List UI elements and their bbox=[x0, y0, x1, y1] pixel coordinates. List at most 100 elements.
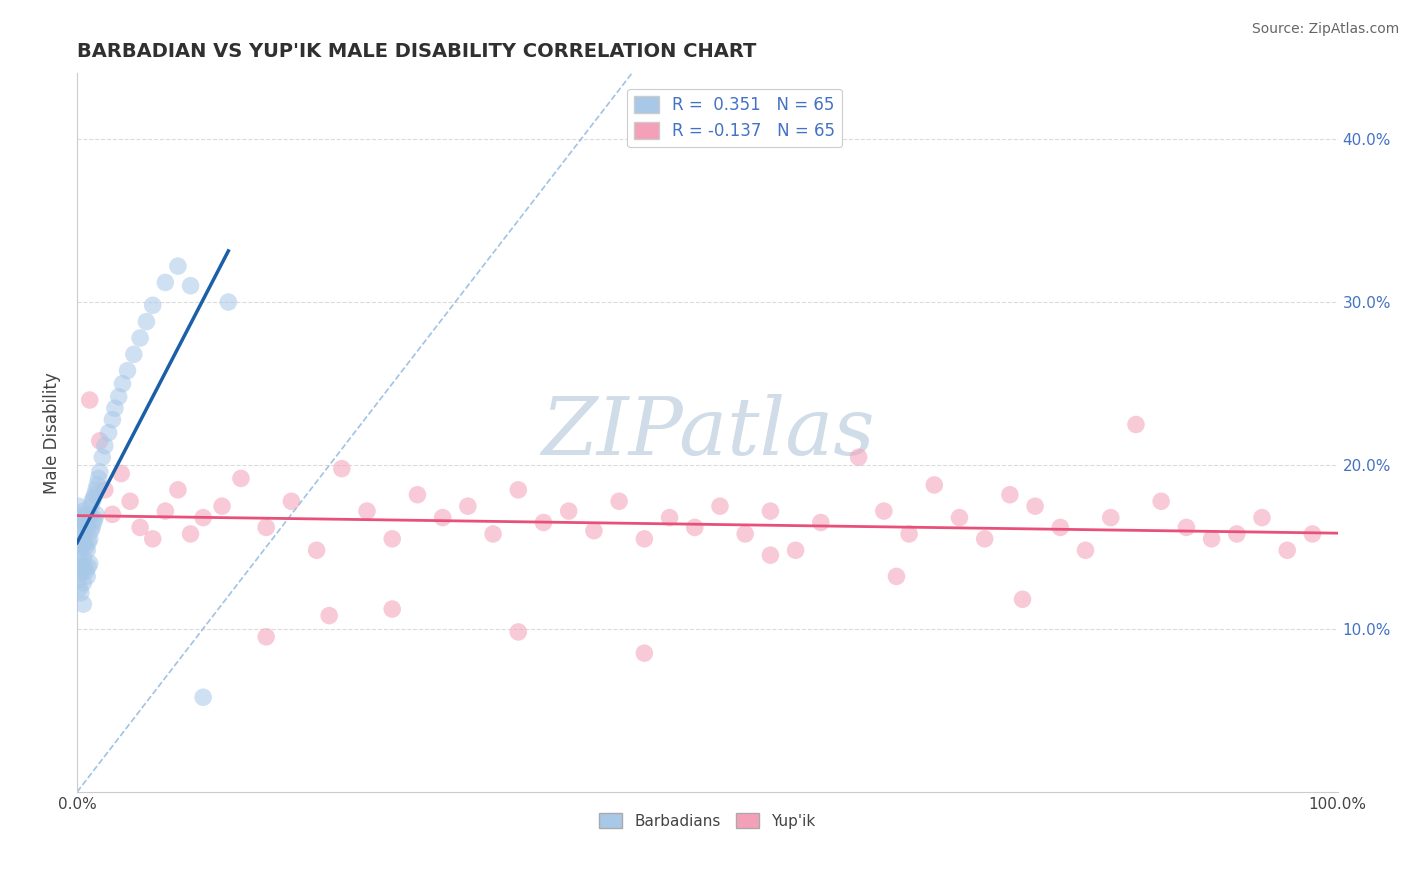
Point bbox=[229, 471, 252, 485]
Point bbox=[83, 488, 105, 502]
Point bbox=[557, 504, 579, 518]
Point bbox=[101, 412, 124, 426]
Point bbox=[973, 532, 995, 546]
Point bbox=[129, 331, 152, 345]
Point bbox=[80, 524, 103, 538]
Point bbox=[1201, 532, 1223, 546]
Point bbox=[75, 516, 97, 530]
Point bbox=[82, 520, 104, 534]
Point bbox=[72, 504, 94, 518]
Point bbox=[69, 508, 91, 522]
Point bbox=[254, 630, 277, 644]
Point bbox=[129, 520, 152, 534]
Point bbox=[155, 276, 177, 290]
Text: ZIPatlas: ZIPatlas bbox=[541, 394, 875, 472]
Point bbox=[155, 504, 177, 518]
Point bbox=[1011, 592, 1033, 607]
Point bbox=[82, 494, 104, 508]
Point bbox=[135, 315, 157, 329]
Point bbox=[1226, 527, 1249, 541]
Point bbox=[142, 298, 165, 312]
Point bbox=[432, 510, 454, 524]
Point bbox=[70, 565, 93, 579]
Point bbox=[69, 532, 91, 546]
Point bbox=[318, 608, 340, 623]
Point bbox=[73, 510, 96, 524]
Point bbox=[381, 602, 404, 616]
Point bbox=[118, 494, 141, 508]
Point bbox=[1074, 543, 1097, 558]
Point bbox=[633, 532, 655, 546]
Point bbox=[77, 510, 100, 524]
Point bbox=[70, 537, 93, 551]
Point bbox=[67, 499, 90, 513]
Point bbox=[785, 543, 807, 558]
Point bbox=[1251, 510, 1274, 524]
Point bbox=[191, 510, 214, 524]
Point bbox=[67, 524, 90, 538]
Point bbox=[759, 548, 782, 562]
Text: BARBADIAN VS YUP'IK MALE DISABILITY CORRELATION CHART: BARBADIAN VS YUP'IK MALE DISABILITY CORR… bbox=[77, 42, 756, 61]
Point bbox=[111, 376, 134, 391]
Point bbox=[67, 573, 90, 587]
Point bbox=[70, 559, 93, 574]
Point bbox=[167, 259, 190, 273]
Point bbox=[72, 551, 94, 566]
Point bbox=[75, 540, 97, 554]
Point bbox=[67, 548, 90, 562]
Point bbox=[1024, 499, 1046, 513]
Point bbox=[73, 559, 96, 574]
Point bbox=[72, 597, 94, 611]
Point bbox=[80, 499, 103, 513]
Point bbox=[77, 559, 100, 574]
Point bbox=[180, 278, 202, 293]
Point bbox=[873, 504, 896, 518]
Point bbox=[76, 569, 98, 583]
Point bbox=[508, 624, 530, 639]
Point bbox=[683, 520, 706, 534]
Point bbox=[898, 527, 921, 541]
Point bbox=[82, 516, 104, 530]
Point bbox=[69, 557, 91, 571]
Point bbox=[1277, 543, 1299, 558]
Point bbox=[1049, 520, 1071, 534]
Point bbox=[122, 347, 145, 361]
Point bbox=[70, 585, 93, 599]
Point bbox=[104, 401, 127, 416]
Point bbox=[406, 488, 429, 502]
Point bbox=[948, 510, 970, 524]
Point bbox=[607, 494, 630, 508]
Point bbox=[91, 450, 114, 465]
Point bbox=[1099, 510, 1122, 524]
Point bbox=[759, 504, 782, 518]
Point bbox=[1301, 527, 1323, 541]
Point bbox=[217, 295, 239, 310]
Point bbox=[886, 569, 908, 583]
Point bbox=[70, 516, 93, 530]
Point bbox=[72, 516, 94, 530]
Point bbox=[70, 510, 93, 524]
Point bbox=[482, 527, 505, 541]
Point bbox=[94, 483, 117, 497]
Point bbox=[142, 532, 165, 546]
Point bbox=[1175, 520, 1198, 534]
Point bbox=[79, 557, 101, 571]
Point bbox=[72, 527, 94, 541]
Point bbox=[848, 450, 870, 465]
Point bbox=[69, 581, 91, 595]
Point bbox=[356, 504, 378, 518]
Point bbox=[76, 520, 98, 534]
Point bbox=[73, 535, 96, 549]
Point bbox=[1150, 494, 1173, 508]
Point bbox=[191, 690, 214, 705]
Point bbox=[117, 364, 139, 378]
Point bbox=[280, 494, 302, 508]
Point bbox=[94, 439, 117, 453]
Point bbox=[110, 467, 132, 481]
Point bbox=[305, 543, 328, 558]
Point bbox=[84, 483, 107, 497]
Point bbox=[254, 520, 277, 534]
Point bbox=[97, 425, 120, 440]
Point bbox=[658, 510, 681, 524]
Point bbox=[922, 478, 945, 492]
